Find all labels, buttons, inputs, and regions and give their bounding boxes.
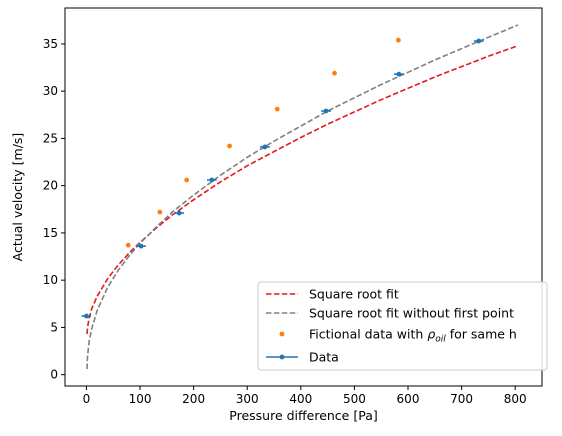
legend-label-data: Data: [309, 350, 339, 365]
legend-label-fictional-tail: for same h: [446, 327, 517, 342]
series-square-root-fit-line: [86, 45, 519, 335]
y-axis-label: Actual velocity [m/s]: [10, 133, 25, 262]
series-data-point-3: [209, 177, 215, 183]
series-data-point-6: [396, 71, 402, 77]
series-data-point-0: [84, 313, 89, 319]
legend-label-square-root-fit-without-first-point: Square root fit without first point: [309, 306, 514, 321]
series-data-point-1: [138, 243, 144, 249]
series-fictional-data-with-oil-for-same-h-point-4: [274, 106, 280, 112]
y-tick-label: 15: [43, 226, 58, 240]
x-tick-label: 700: [450, 392, 473, 406]
x-tick-label: 800: [504, 392, 527, 406]
x-tick-label: 600: [397, 392, 420, 406]
y-tick-label: 10: [43, 273, 58, 287]
series-square-root-fit-without-first-point-line: [86, 24, 519, 370]
x-tick-label: 0: [83, 392, 91, 406]
x-tick-label: 100: [129, 392, 152, 406]
x-tick-label: 500: [343, 392, 366, 406]
series-data-point-7: [476, 38, 482, 44]
x-tick-label: 400: [289, 392, 312, 406]
y-tick-label: 25: [43, 131, 58, 145]
legend-label-fictional-rho: ρ: [427, 327, 435, 342]
series-data-point-2: [176, 210, 182, 216]
plot-frame: [64, 7, 543, 387]
y-tick-label: 30: [43, 84, 58, 98]
x-tick-label: 300: [236, 392, 259, 406]
series-fictional-data-with-oil-for-same-h-point-5: [332, 70, 337, 76]
x-axis-label: Pressure difference [Pa]: [229, 408, 377, 423]
x-tick-label: 200: [182, 392, 205, 406]
legend-swatch-fictional-data: [279, 331, 285, 337]
legend-label-square-root-fit: Square root fit: [309, 287, 399, 302]
legend-label-fictional-data: Fictional data with ρoil for same h: [309, 327, 517, 345]
series-data-point-4: [262, 144, 268, 150]
series-fictional-data-with-oil-for-same-h-point-1: [157, 209, 163, 215]
marks-layer: [81, 24, 519, 370]
legend-box: [257, 281, 548, 371]
legend: Square root fit Square root fit without …: [257, 281, 548, 371]
series-fictional-data-with-oil-for-same-h-point-2: [184, 177, 190, 183]
series-fictional-data-with-oil-for-same-h-point-0: [125, 242, 131, 248]
legend-swatch-data-point: [279, 354, 285, 360]
legend-label-fictional-sub: oil: [435, 335, 446, 345]
series-fictional-data-with-oil-for-same-h-point-6: [395, 37, 401, 43]
y-tick-label: 0: [50, 368, 58, 382]
y-tick-label: 35: [43, 37, 58, 51]
y-tick-label: 20: [43, 179, 58, 193]
ticks-layer: 0 100 200 300 400 500 600 700 800 0 5 10 15 20 25 30 35: [43, 37, 527, 406]
series-data-point-5: [323, 108, 329, 114]
legend-label-fictional-main: Fictional data with: [309, 327, 427, 342]
y-tick-label: 5: [50, 320, 58, 334]
series-fictional-data-with-oil-for-same-h-point-3: [227, 143, 232, 149]
